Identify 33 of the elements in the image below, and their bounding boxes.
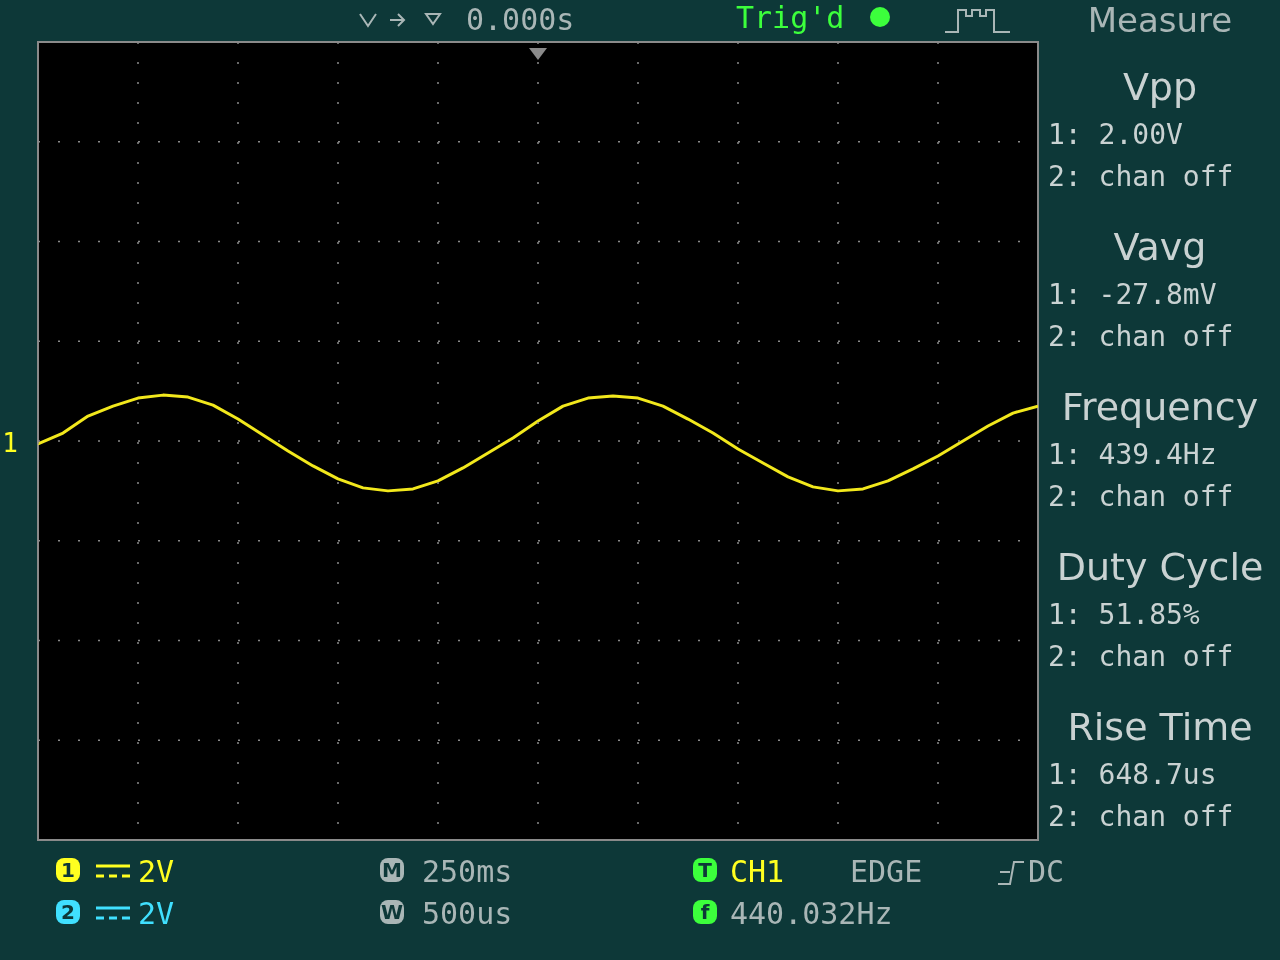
text: 500us bbox=[422, 896, 513, 931]
text: Measure bbox=[1087, 0, 1233, 40]
text: CH1 bbox=[730, 854, 785, 889]
text: 1: 51.85% bbox=[1048, 598, 1200, 631]
text: DC bbox=[1028, 854, 1065, 889]
text: T bbox=[698, 858, 713, 882]
text: 2V bbox=[138, 896, 175, 931]
text: EDGE bbox=[850, 854, 923, 889]
text: Vpp bbox=[1122, 65, 1198, 109]
text: 250ms bbox=[422, 854, 513, 889]
text: 2: chan off bbox=[1048, 640, 1234, 673]
text: 1: 2.00V bbox=[1048, 118, 1183, 151]
text: Rise Time bbox=[1067, 705, 1253, 749]
text: Trig'd bbox=[736, 0, 845, 35]
text: 2: chan off bbox=[1048, 480, 1234, 513]
text: 2: chan off bbox=[1048, 160, 1234, 193]
text: W bbox=[380, 900, 404, 924]
text: f bbox=[700, 900, 710, 924]
text: 2: chan off bbox=[1048, 800, 1234, 833]
text: Vavg bbox=[1113, 225, 1207, 269]
text: 1: 439.4Hz bbox=[1048, 438, 1217, 471]
text: 2: chan off bbox=[1048, 320, 1234, 353]
text: 1: -27.8mV bbox=[1048, 278, 1217, 311]
text: M bbox=[382, 858, 402, 882]
text: 1 bbox=[2, 428, 18, 458]
text: 440.032Hz bbox=[730, 896, 893, 931]
text: 1 bbox=[61, 858, 75, 882]
text: 2V bbox=[138, 854, 175, 889]
text: 2 bbox=[61, 900, 75, 924]
text: Frequency bbox=[1061, 385, 1259, 429]
text: 1: 648.7us bbox=[1048, 758, 1217, 791]
text: 0.000s bbox=[466, 2, 575, 37]
text: Duty Cycle bbox=[1056, 545, 1264, 589]
